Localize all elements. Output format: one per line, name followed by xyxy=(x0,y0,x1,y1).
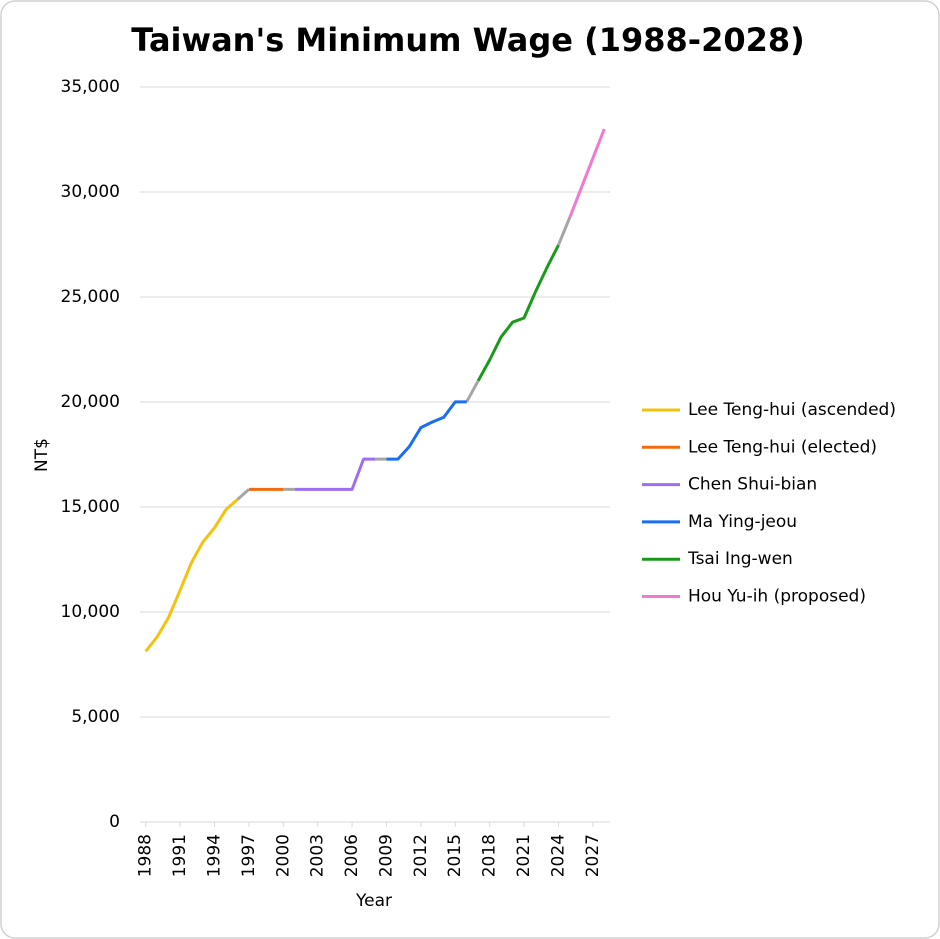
legend-label: Lee Teng-hui (elected) xyxy=(688,437,877,457)
x-tick-label: 2024 xyxy=(548,834,568,877)
x-tick-label: 2003 xyxy=(308,834,328,877)
y-tick-label: 30,000 xyxy=(61,182,120,202)
x-tick-label: 2018 xyxy=(480,834,500,877)
x-tick-label: 1994 xyxy=(205,834,225,877)
connector xyxy=(236,488,250,501)
y-axis-label: NT$ xyxy=(32,438,52,472)
legend-label: Ma Ying-jeou xyxy=(688,512,797,532)
series-line xyxy=(386,400,467,461)
x-tick-label: 2012 xyxy=(411,834,431,877)
series-line xyxy=(476,244,560,382)
x-axis-label: Year xyxy=(355,891,392,911)
y-tick-label: 5,000 xyxy=(71,707,120,727)
x-tick-label: 2027 xyxy=(583,834,603,877)
legend-label: Lee Teng-hui (ascended) xyxy=(688,400,896,420)
series-line xyxy=(568,128,606,218)
y-tick-label: 10,000 xyxy=(61,602,120,622)
series-line xyxy=(144,498,239,653)
series-line xyxy=(294,457,375,491)
x-tick-label: 2000 xyxy=(273,834,293,877)
x-tick-label: 1988 xyxy=(136,834,156,877)
legend-label: Tsai Ing-wen xyxy=(687,549,793,569)
connector xyxy=(557,216,572,246)
connector xyxy=(465,380,480,403)
y-tick-label: 25,000 xyxy=(61,287,120,307)
x-tick-label: 1997 xyxy=(239,834,259,877)
y-tick-label: 35,000 xyxy=(61,77,120,97)
y-tick-label: 15,000 xyxy=(61,497,120,517)
chart-title: Taiwan's Minimum Wage (1988-2028) xyxy=(131,21,805,59)
x-tick-label: 2009 xyxy=(376,834,396,877)
legend-label: Hou Yu-ih (proposed) xyxy=(688,587,866,607)
y-tick-label: 0 xyxy=(109,812,120,832)
legend-label: Chen Shui-bian xyxy=(688,475,817,495)
x-tick-label: 2006 xyxy=(342,834,362,877)
y-tick-label: 20,000 xyxy=(61,392,120,412)
x-tick-label: 1991 xyxy=(170,834,190,877)
x-tick-label: 2015 xyxy=(445,834,465,877)
x-tick-label: 2021 xyxy=(514,834,534,877)
